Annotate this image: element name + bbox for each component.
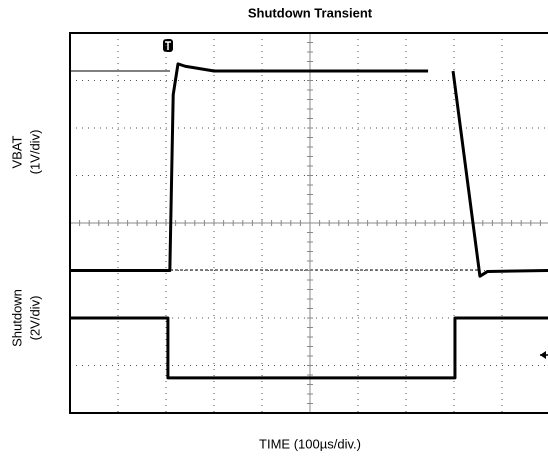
y-label-line: VBAT [9,135,24,168]
y-label-top: VBAT (1V/div) [9,130,42,175]
y-label-line: (1V/div) [27,130,42,175]
chart-title: Shutdown Transient [248,5,373,20]
plot-frame [69,32,548,414]
x-label: TIME (100µs/div.) [259,436,361,451]
trace [70,62,548,278]
trace [70,316,548,380]
trigger-marker [163,39,173,52]
y-label-bottom: Shutdown (2V/div) [9,289,42,347]
y-label-line: (2V/div) [27,296,42,341]
y-label-line: Shutdown [9,289,24,347]
